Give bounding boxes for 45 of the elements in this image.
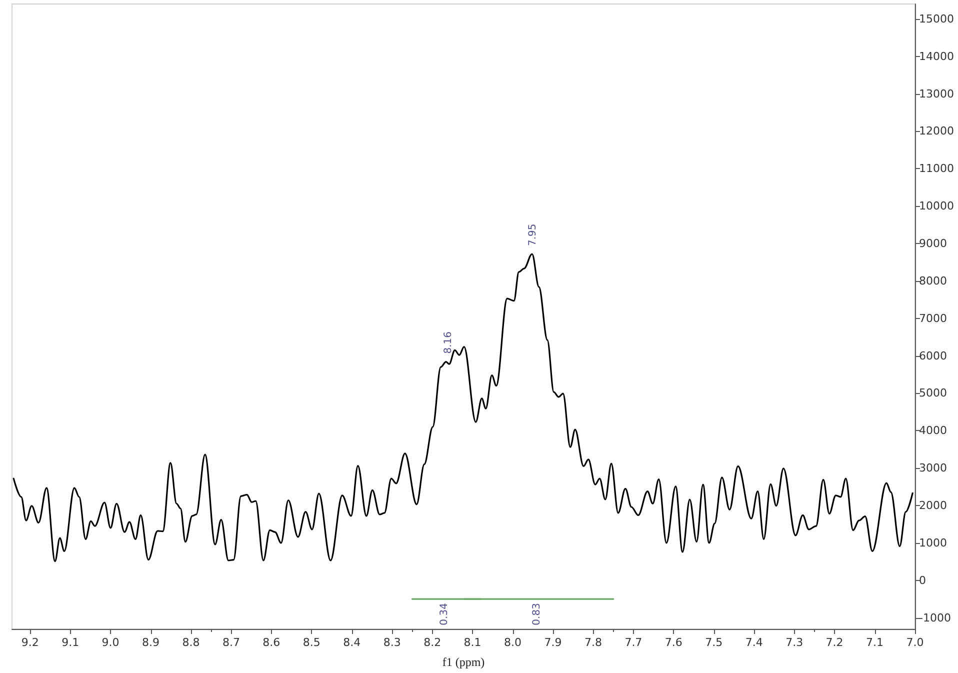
y-tick-label: 5000 xyxy=(919,386,947,400)
x-tick-label: 9.2 xyxy=(21,636,39,649)
x-tick-label: 8.5 xyxy=(302,636,320,649)
y-tick-label: 2000 xyxy=(919,498,947,512)
x-tick-label: 7.4 xyxy=(745,636,763,649)
y-tick-label: -1000 xyxy=(919,611,951,624)
x-tick-label: 8.8 xyxy=(182,636,200,649)
x-tick-label: 8.4 xyxy=(343,636,361,649)
x-tick-label: 7.5 xyxy=(705,636,723,649)
x-tick-label: 7.0 xyxy=(906,636,924,649)
y-tick-label: 7000 xyxy=(919,312,947,325)
x-tick-label: 9.0 xyxy=(102,636,120,649)
x-tick-label: 7.1 xyxy=(866,636,884,649)
x-tick-label: 8.2 xyxy=(424,636,442,649)
y-tick-label: 1000 xyxy=(919,536,947,550)
y-tick-label: 8000 xyxy=(919,274,947,288)
x-axis-title: f1 (ppm) xyxy=(442,655,485,669)
x-tick-label: 8.9 xyxy=(142,636,160,649)
x-tick-label: 8.1 xyxy=(464,636,482,649)
x-tick-label: 7.8 xyxy=(584,636,602,649)
x-tick-label: 7.2 xyxy=(826,636,844,649)
annotation: 7.95 xyxy=(527,224,538,246)
annotation: 0.83 xyxy=(531,603,542,626)
x-tick-label: 7.9 xyxy=(544,636,562,649)
y-tick-label: 12000 xyxy=(919,124,954,138)
annotation: 0.34 xyxy=(438,603,450,626)
y-tick-label: 14000 xyxy=(919,50,954,63)
y-tick-label: 0 xyxy=(919,574,926,587)
x-tick-label: 7.7 xyxy=(624,636,642,649)
y-tick-label: 13000 xyxy=(919,87,954,100)
y-tick-label: 4000 xyxy=(919,424,947,438)
x-tick-label: 7.6 xyxy=(664,636,682,649)
x-tick-label: 8.6 xyxy=(262,636,280,649)
x-tick-label: 8.7 xyxy=(222,636,240,649)
y-tick-label: 6000 xyxy=(919,349,947,362)
annotation: 8.16 xyxy=(442,332,454,354)
y-tick-label: 10000 xyxy=(919,200,954,213)
x-tick-label: 8.0 xyxy=(504,636,522,649)
y-tick-label: 11000 xyxy=(919,162,954,176)
y-tick-label: 3000 xyxy=(919,462,947,475)
x-tick-label: 9.1 xyxy=(62,636,80,649)
y-tick-label: 9000 xyxy=(919,237,947,250)
x-tick-label: 8.3 xyxy=(383,636,401,649)
x-tick-label: 7.3 xyxy=(786,636,804,649)
y-tick-label: 15000 xyxy=(919,12,954,26)
